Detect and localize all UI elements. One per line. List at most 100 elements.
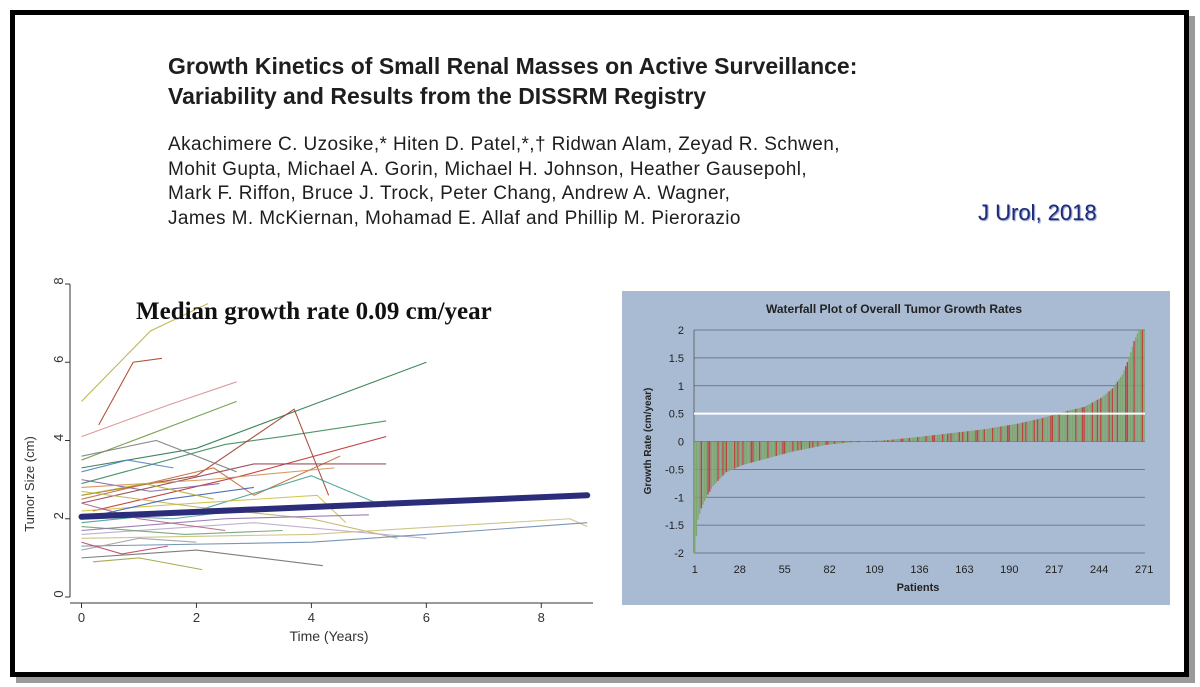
patient-bar (1065, 411, 1067, 442)
patient-bar (1058, 413, 1060, 442)
patient-bar (893, 439, 896, 442)
patient-bar (907, 438, 909, 442)
patient-bar (737, 441, 739, 468)
patient-bar (728, 441, 731, 471)
patient-bar (1073, 409, 1075, 442)
x-tick-label: 2 (193, 610, 200, 625)
patient-bar (760, 441, 762, 461)
patient-trajectory (81, 439, 237, 473)
patient-bar (993, 427, 995, 442)
author-line: James M. McKiernan, Mohamad E. Allaf and… (168, 207, 741, 229)
patient-bar (702, 441, 704, 505)
patient-bar (1071, 409, 1074, 442)
y-axis-label: Tumor Size (cm) (22, 436, 37, 532)
patient-bar (888, 439, 891, 442)
patient-bar (798, 441, 801, 451)
patient-bar (885, 440, 887, 442)
patient-bar (1095, 400, 1097, 442)
patient-bar (1096, 399, 1099, 442)
patient-bar (1008, 425, 1010, 442)
patient-bar (1055, 414, 1057, 442)
patient-bar (1098, 398, 1100, 442)
patient-bar (900, 438, 902, 442)
patient-bar (730, 441, 733, 470)
chart-title: Waterfall Plot of Overall Tumor Growth R… (766, 302, 1022, 316)
patient-bar (908, 437, 911, 442)
patient-bar (710, 441, 713, 489)
patient-bar (777, 441, 779, 456)
patient-bar (933, 435, 936, 442)
patient-trajectory (81, 522, 588, 547)
y-axis-label: Growth Rate (cm/year) (643, 388, 654, 495)
patient-bar (694, 441, 696, 553)
patient-trajectory (81, 514, 369, 532)
patient-bar (1026, 421, 1029, 442)
patient-bar (991, 427, 994, 442)
patient-bar (1020, 422, 1022, 442)
patient-bar (981, 429, 984, 442)
patient-trajectory (81, 303, 209, 402)
patient-bar (1085, 406, 1087, 442)
y-tick-label: 2 (678, 325, 684, 337)
patient-bar (733, 441, 736, 469)
patient-bar (847, 441, 849, 443)
patient-bar (865, 441, 867, 442)
patient-trajectory (81, 459, 174, 473)
patient-bar (1038, 418, 1040, 442)
patient-bar (722, 441, 724, 476)
patient-bar (703, 441, 706, 501)
patient-bar (815, 441, 817, 447)
patient-bar (963, 431, 966, 442)
x-tick-label: 217 (1045, 564, 1063, 576)
patient-bar (1120, 376, 1122, 442)
patient-bar (738, 441, 741, 467)
patient-bar (1066, 410, 1069, 442)
y-tick-label: 2 (51, 512, 66, 519)
patient-bar (1018, 423, 1020, 442)
patient-bar (772, 441, 774, 457)
plot-background (18, 272, 606, 650)
patient-bar (697, 441, 699, 520)
patient-bar (723, 441, 726, 474)
patient-bar (1021, 422, 1024, 442)
patient-bar (926, 435, 929, 442)
patient-bar (941, 434, 944, 442)
patient-bar (1135, 337, 1137, 442)
patient-bar (797, 441, 799, 451)
patient-bar (1133, 341, 1135, 442)
patient-bar (1128, 357, 1130, 442)
patient-bar (752, 441, 754, 463)
patient-bar (976, 430, 979, 442)
patient-trajectory (81, 549, 323, 567)
patient-bar (1090, 403, 1092, 442)
patient-bar (1053, 414, 1055, 442)
patient-bar (852, 441, 854, 443)
patient-bar (1060, 412, 1062, 442)
patient-bar (1046, 416, 1049, 442)
x-tick-label: 271 (1135, 564, 1153, 576)
patient-bar (843, 441, 846, 444)
patient-bar (765, 441, 767, 459)
patient-bar (1081, 407, 1084, 442)
patient-bar (965, 431, 967, 442)
patient-bar (1111, 388, 1114, 442)
patient-bar (955, 432, 957, 442)
patient-bar (988, 428, 990, 442)
patient-bar (1045, 417, 1047, 442)
patient-bar (770, 441, 772, 458)
patient-bar (990, 428, 992, 442)
patient-bar (785, 441, 787, 454)
y-tick-label: 1.5 (669, 353, 684, 365)
patient-bar (948, 433, 951, 442)
patient-bar (1070, 410, 1072, 442)
y-tick-label: 0.5 (669, 409, 684, 421)
patient-trajectory (81, 479, 220, 492)
patient-bar (787, 441, 789, 453)
patient-bar (745, 441, 748, 465)
patient-bar (753, 441, 756, 462)
y-tick-label: -2 (674, 548, 684, 560)
patient-bar (828, 441, 831, 445)
patient-bar (1013, 424, 1015, 442)
patient-bar (803, 441, 806, 450)
patient-bar (1000, 426, 1002, 442)
